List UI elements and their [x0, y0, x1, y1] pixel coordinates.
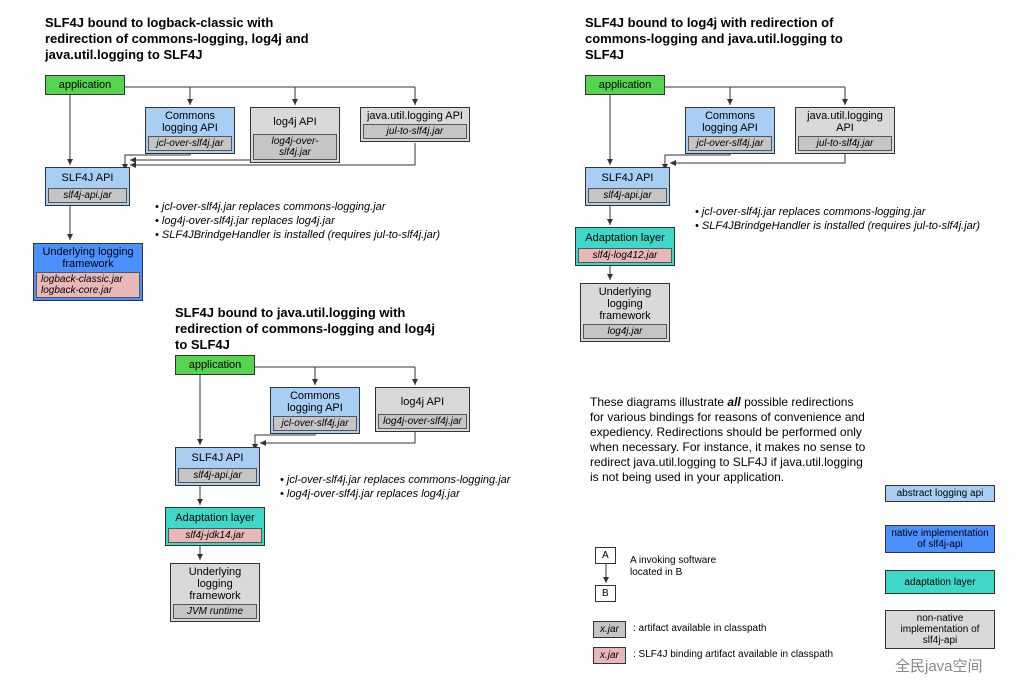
d3-app: application [175, 355, 255, 375]
legend-xjar2-text: : SLF4J binding artifact available in cl… [633, 649, 833, 661]
d3-notes: • jcl-over-slf4j.jar replaces commons-lo… [280, 473, 580, 501]
d2-title: SLF4J bound to log4j with redirection of… [585, 15, 845, 63]
d1-slf4j: SLF4J API slf4j-api.jar [45, 167, 130, 206]
d2-adapt: Adaptation layer slf4j-log412.jar [575, 227, 675, 266]
legend-xjar2: x.jar [593, 647, 626, 664]
legend-ab-text: A invoking software located in B [630, 555, 730, 579]
d1-underlying: Underlying logging framework logback-cla… [33, 243, 143, 301]
watermark: 全民java空间 [895, 655, 983, 676]
legend-a: A [595, 547, 616, 564]
d2-jul: java.util.logging API jul-to-slf4j.jar [795, 107, 895, 154]
explanation-text: These diagrams illustrate all possible r… [590, 395, 870, 485]
d3-underlying: Underlying logging framework JVM runtime [170, 563, 260, 622]
legend-abstract: abstract logging api [885, 485, 995, 502]
d1-notes: • jcl-over-slf4j.jar replaces commons-lo… [155, 200, 495, 242]
legend-nonnative: non-native implementation of slf4j-api [885, 610, 995, 649]
d3-slf4j: SLF4J API slf4j-api.jar [175, 447, 260, 486]
d2-slf4j: SLF4J API slf4j-api.jar [585, 167, 670, 206]
legend-xjar-text: : artifact available in classpath [633, 623, 766, 635]
d2-notes: • jcl-over-slf4j.jar replaces commons-lo… [695, 205, 1015, 233]
d3-log4j: log4j API log4j-over-slf4j.jar [375, 387, 470, 432]
d1-log4j: log4j API log4j-over-slf4j.jar [250, 107, 340, 163]
legend-native: native implementation of slf4j-api [885, 525, 995, 553]
d1-title: SLF4J bound to logback-classic with redi… [45, 15, 325, 63]
legend-xjar: x.jar [593, 621, 626, 638]
d3-adapt: Adaptation layer slf4j-jdk14.jar [165, 507, 265, 546]
legend-adapt: adaptation layer [885, 570, 995, 594]
d1-jul: java.util.logging API jul-to-slf4j.jar [360, 107, 470, 142]
legend-b: B [595, 585, 616, 602]
d2-commons: Commons logging API jcl-over-slf4j.jar [685, 107, 775, 154]
d2-underlying: Underlying logging framework log4j.jar [580, 283, 670, 342]
d3-commons: Commons logging API jcl-over-slf4j.jar [270, 387, 360, 434]
d1-app: application [45, 75, 125, 95]
d1-commons: Commons logging API jcl-over-slf4j.jar [145, 107, 235, 154]
d2-app: application [585, 75, 665, 95]
d3-title: SLF4J bound to java.util.logging with re… [175, 305, 435, 353]
